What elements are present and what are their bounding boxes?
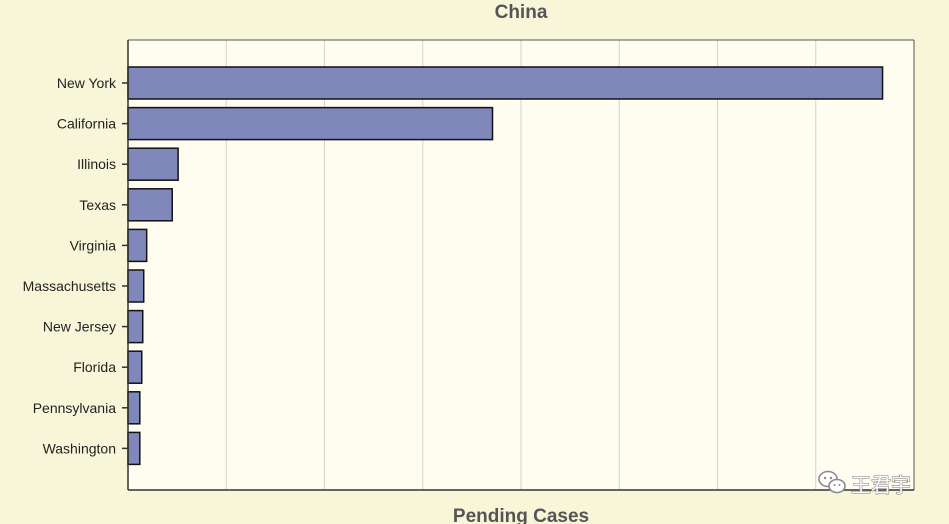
watermark: 王君宇 <box>818 470 912 498</box>
bar-pennsylvania <box>127 391 141 425</box>
y-tick-label: New York <box>57 75 117 91</box>
wechat-icon <box>818 470 846 494</box>
y-tick-label: California <box>57 116 116 132</box>
y-tick-label: Washington <box>43 440 116 456</box>
y-tick-label: Virginia <box>70 237 117 253</box>
y-tick-label: Florida <box>73 359 116 375</box>
bar-massachusetts <box>127 269 145 303</box>
watermark-text: 王君宇 <box>851 473 911 497</box>
y-tick-label: Illinois <box>77 156 116 172</box>
y-tick-label: New Jersey <box>43 319 116 335</box>
y-tick-label: Massachusetts <box>23 278 116 294</box>
chart-title: China <box>495 2 548 23</box>
bars-group <box>127 66 884 466</box>
bar-california <box>127 106 494 141</box>
bar-washington <box>127 431 141 466</box>
bar-illinois <box>127 147 179 181</box>
y-tick-label: Texas <box>79 197 116 213</box>
x-axis-label: Pending Cases <box>453 506 589 524</box>
bar-texas <box>127 188 173 222</box>
y-axis-ticks: New York California Illinois Texas Virginia M… <box>23 75 128 456</box>
bar-new-york <box>127 66 884 100</box>
bar-florida <box>127 350 143 384</box>
bar-new-jersey <box>127 309 144 344</box>
y-tick-label: Pennsylvania <box>33 400 116 416</box>
bar-virginia <box>127 228 148 263</box>
